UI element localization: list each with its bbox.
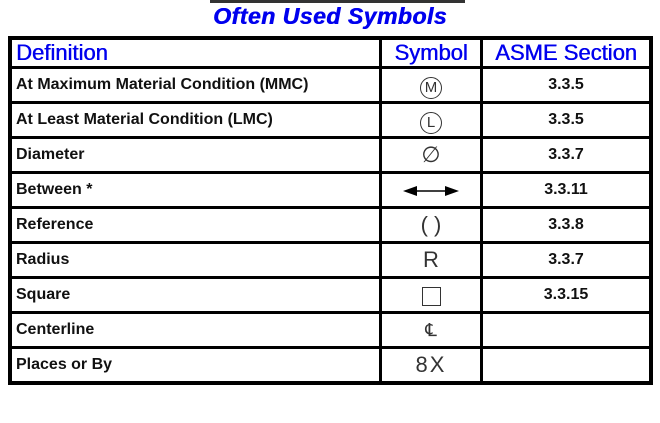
- square-icon: [421, 286, 441, 306]
- definition-cell: At Least Material Condition (LMC): [8, 101, 382, 139]
- definition-cell: At Maximum Material Condition (MMC): [8, 66, 382, 104]
- top-underline: [210, 0, 465, 3]
- table-row: Centerline ℄: [8, 311, 653, 349]
- definition-cell: Diameter: [8, 136, 382, 174]
- definition-cell: Radius: [8, 241, 382, 279]
- centerline-icon: ℄: [379, 311, 483, 349]
- header-symbol: Symbol: [379, 36, 483, 69]
- table-header: Definition Symbol ASME Section: [8, 36, 653, 69]
- table-row: At Maximum Material Condition (MMC) M 3.…: [8, 66, 653, 104]
- page-title: Often Used Symbols: [213, 3, 447, 29]
- definition-cell: Centerline: [8, 311, 382, 349]
- symbol-cell: M: [379, 66, 483, 104]
- symbol-cell: [379, 171, 483, 209]
- symbol-cell: L: [379, 101, 483, 139]
- section-cell: 3.3.5: [480, 101, 653, 139]
- header-definition: Definition: [8, 36, 382, 69]
- definition-cell: Between *: [8, 171, 382, 209]
- circled-m-icon: M: [420, 76, 442, 99]
- circled-l-icon: L: [420, 111, 442, 134]
- symbol-cell: [379, 276, 483, 314]
- table-row: Between * 3.3.11: [8, 171, 653, 209]
- parentheses-icon: ( ): [379, 206, 483, 244]
- symbols-table: Definition Symbol ASME Section At Maximu…: [8, 36, 653, 385]
- table-row: Diameter ∅ 3.3.7: [8, 136, 653, 174]
- section-cell: 3.3.7: [480, 136, 653, 174]
- table-row: Radius R 3.3.7: [8, 241, 653, 279]
- section-cell: 3.3.11: [480, 171, 653, 209]
- table-row: Square 3.3.15: [8, 276, 653, 314]
- definition-cell: Square: [8, 276, 382, 314]
- table-row: Places or By 8X: [8, 346, 653, 385]
- diameter-icon: ∅: [379, 136, 483, 174]
- header-section: ASME Section: [480, 36, 653, 69]
- section-cell: 3.3.15: [480, 276, 653, 314]
- section-cell: 3.3.5: [480, 66, 653, 104]
- double-arrow-icon: [403, 186, 459, 197]
- definition-cell: Reference: [8, 206, 382, 244]
- places-icon: 8X: [379, 346, 483, 385]
- table-row: At Least Material Condition (LMC) L 3.3.…: [8, 101, 653, 139]
- section-cell: 3.3.8: [480, 206, 653, 244]
- definition-cell: Places or By: [8, 346, 382, 385]
- table-row: Reference ( ) 3.3.8: [8, 206, 653, 244]
- section-cell: 3.3.7: [480, 241, 653, 279]
- section-cell: [480, 311, 653, 349]
- radius-icon: R: [379, 241, 483, 279]
- section-cell: [480, 346, 653, 385]
